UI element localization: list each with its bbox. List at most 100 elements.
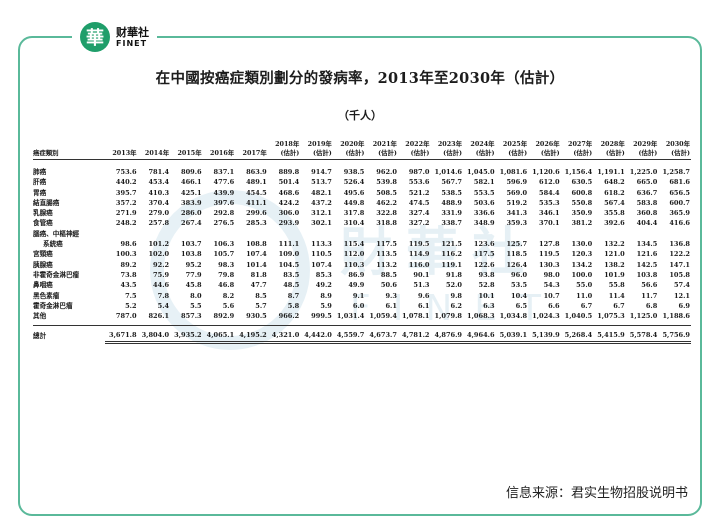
table-cell: 636.7: [636, 188, 658, 197]
table-cell: 111.1: [278, 240, 300, 249]
table-cell: 665.0: [636, 178, 658, 187]
table-cell: 93.8: [478, 270, 495, 279]
table-cell: 567.7: [441, 178, 463, 187]
table-cell: 508.5: [376, 188, 397, 197]
table-cell: 85.3: [315, 270, 332, 279]
table-cell: 327.4: [408, 209, 430, 218]
table-cell: 837.1: [213, 168, 235, 176]
table-cell: 257.8: [148, 219, 170, 228]
row-label: 其他: [33, 312, 47, 321]
total-cell: 3,671.8: [105, 325, 138, 344]
total-cell: 4,673.7: [365, 325, 398, 344]
content-frame: [18, 36, 702, 516]
table-cell: 781.4: [148, 168, 170, 176]
table-cell: 612.0: [539, 178, 560, 187]
table-cell: 488.9: [441, 198, 463, 207]
table-cell: 618.2: [604, 188, 625, 197]
table-cell: [430, 229, 463, 239]
table-cell: [105, 229, 138, 239]
table-cell: 105.8: [669, 270, 690, 279]
table-cell: 248.2: [115, 219, 137, 228]
table-cell: 104.5: [278, 260, 300, 269]
table-cell: 276.5: [213, 219, 235, 228]
table-cell: 462.2: [376, 198, 397, 207]
table-cell: [170, 229, 203, 239]
table-cell: 495.6: [343, 188, 365, 197]
table-cell: 1,040.5: [564, 312, 593, 321]
table-cell: 100.0: [571, 270, 593, 279]
table-cell: 285.3: [246, 219, 267, 228]
table-cell: [496, 229, 529, 239]
table-cell: 110.5: [311, 250, 332, 259]
table-cell: 930.5: [246, 312, 267, 321]
table-cell: 77.9: [185, 270, 202, 279]
table-cell: 1,079.8: [434, 312, 463, 321]
table-cell: 383.9: [180, 198, 202, 207]
table-cell: 10.1: [478, 291, 495, 300]
table-cell: 310.4: [343, 219, 365, 228]
row-label: 系統癌: [43, 240, 63, 249]
table-cell: 123.6: [473, 240, 495, 249]
table-unit: （千人）: [338, 109, 382, 122]
row-label: 鼻咽癌: [33, 281, 53, 290]
table-cell: 584.4: [539, 188, 560, 197]
table-cell: 5.5: [190, 301, 202, 310]
table-cell: 89.2: [120, 260, 137, 269]
table-cell: [463, 229, 496, 239]
table-cell: 55.8: [608, 281, 625, 290]
table-cell: 48.5: [283, 281, 300, 290]
table-cell: 271.9: [115, 209, 137, 218]
table-cell: 95.2: [185, 260, 202, 269]
header-year: 2017年: [235, 140, 268, 160]
table-cell: 355.8: [604, 209, 625, 218]
table-cell: 11.4: [608, 291, 625, 300]
table-cell: 107.4: [246, 250, 267, 259]
table-cell: 503.6: [473, 198, 495, 207]
table-cell: 5.4: [157, 301, 170, 310]
table-row: 肺癌 753.6 781.4 809.6 837.1 863.9 889.8 914.7 938…: [33, 167, 691, 177]
table-cell: 52.8: [478, 281, 495, 290]
total-cell: 4,195.2: [235, 325, 268, 344]
table-cell: 519.2: [506, 198, 528, 207]
table-cell: 7.8: [157, 291, 170, 300]
table-cell: 132.2: [604, 240, 625, 249]
table-cell: 279.0: [148, 209, 170, 218]
table-cell: 43.5: [120, 281, 137, 290]
table-cell: 10.7: [543, 291, 560, 300]
table-cell: 267.4: [180, 219, 202, 228]
table-cell: 477.6: [213, 178, 235, 187]
table-cell: 9.8: [450, 291, 463, 300]
table-cell: 538.5: [441, 188, 463, 197]
table-cell: 381.2: [571, 219, 593, 228]
table-body: 肺癌 753.6 781.4 809.6 837.1 863.9 889.8 914.7 938…: [33, 160, 691, 344]
table-cell: 338.7: [441, 219, 463, 228]
table-row: 胰腺癌 89.2 92.2 95.2 98.3 101.4 104.5 107.4 110.3 1…: [33, 260, 691, 270]
table-cell: 292.8: [213, 209, 235, 218]
table-cell: 1,191.1: [597, 168, 625, 176]
separator-row: [33, 321, 691, 327]
total-cell: 4,321.0: [267, 325, 301, 344]
total-cell: 5,756.9: [658, 325, 691, 344]
table-cell: 116.0: [408, 260, 430, 269]
table-cell: 322.8: [376, 209, 397, 218]
table-cell: 114.9: [408, 250, 430, 259]
table-cell: 453.4: [148, 178, 170, 187]
table-header-row: 癌症類別 2013年 2014年 2015年 2016年 2017年 2018年 (估計) 2…: [33, 140, 691, 160]
table-cell: 327.2: [408, 219, 430, 228]
table-cell: 92.2: [153, 260, 170, 269]
header-year: 2028年 (估計): [593, 140, 626, 160]
header-year: 2027年 (估計): [560, 140, 594, 160]
table-cell: 8.9: [320, 291, 332, 300]
table-cell: 101.2: [148, 240, 170, 249]
table-cell: 411.1: [246, 198, 267, 207]
table-cell: 318.8: [376, 219, 397, 228]
table-cell: 535.3: [539, 198, 560, 207]
table-cell: 54.3: [543, 281, 560, 290]
total-cell: 4,964.6: [463, 325, 496, 344]
table-cell: 79.8: [218, 270, 235, 279]
table-cell: 102.0: [148, 250, 170, 259]
row-label: 胃癌: [33, 188, 47, 197]
table-cell: 892.9: [213, 312, 235, 321]
table-cell: 126.4: [506, 260, 528, 269]
table-row: 胃癌 395.7 410.3 425.1 439.9 454.5 468.6 482.1 495…: [33, 188, 691, 198]
